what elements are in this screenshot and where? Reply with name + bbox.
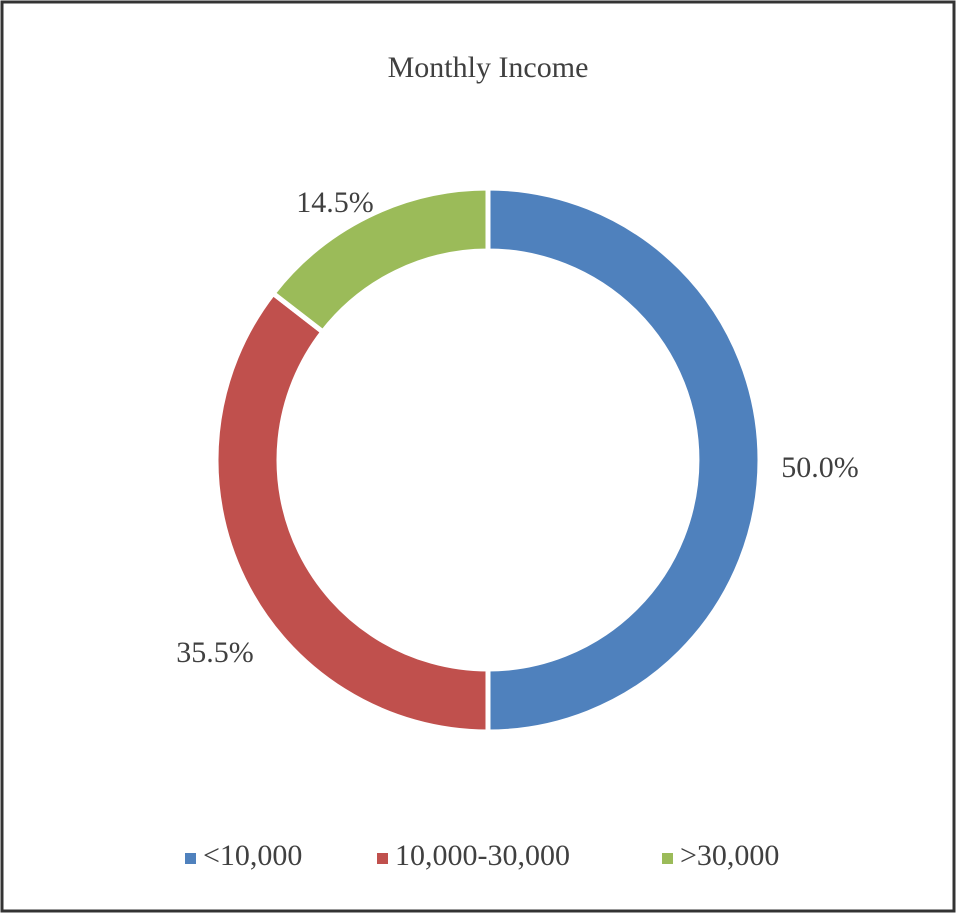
legend-label: >30,000	[680, 839, 779, 872]
donut-slice	[485, 185, 763, 735]
data-label: 50.0%	[781, 451, 859, 484]
legend-swatch	[377, 853, 388, 864]
legend-swatch	[185, 853, 196, 864]
chart-title: Monthly Income	[388, 51, 589, 84]
donut-slice	[213, 289, 491, 735]
donut-slice	[269, 185, 491, 336]
legend-swatch	[662, 853, 673, 864]
legend-label: 10,000-30,000	[395, 839, 570, 872]
data-label: 35.5%	[176, 636, 254, 669]
legend-label: <10,000	[203, 839, 302, 872]
data-label: 14.5%	[296, 186, 374, 219]
